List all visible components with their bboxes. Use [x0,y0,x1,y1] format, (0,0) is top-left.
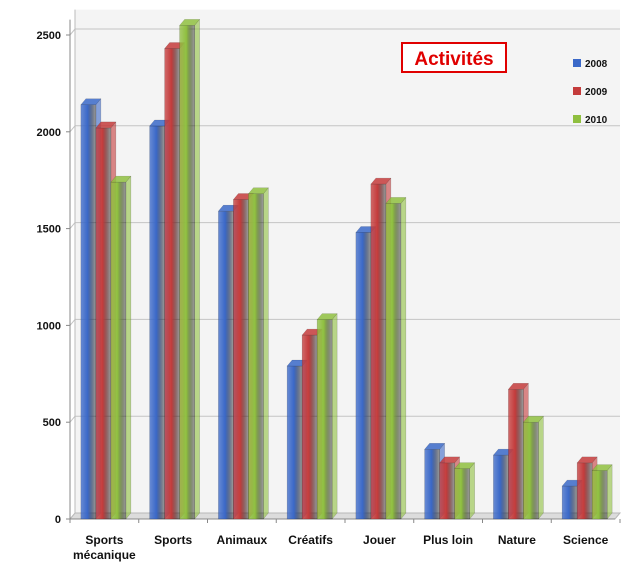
x-tick-label: Nature [498,533,536,547]
legend-swatch [573,115,581,123]
legend-swatch [573,59,581,67]
x-tick-label: Animaux [217,533,268,547]
legend-swatch [573,87,581,95]
y-tick-label: 2000 [37,127,61,139]
y-tick-label: 2500 [37,30,61,42]
x-tick-label: Plus loin [423,533,473,547]
x-axis: Sports mécanique Sports Animaux Créatifs Joue… [69,518,621,562]
y-tick-label: 1000 [37,320,61,332]
x-tick-label: Jouer [363,533,396,547]
bar [522,415,544,520]
y-tick-label: 0 [55,514,61,526]
x-tick-label: Créatifs [288,533,333,547]
y-tick-label: 500 [43,417,61,429]
bar [591,463,613,520]
bar [247,187,269,520]
bar [454,461,476,520]
legend-label: 2008 [585,59,608,70]
legend-label: 2009 [585,87,608,98]
y-axis: 0 500 1000 1500 2000 2500 [37,9,76,526]
legend-label: 2010 [585,115,608,126]
x-tick-label: Science [563,533,609,547]
chart-title-box: Activités [401,42,507,73]
bars [80,18,613,520]
bar [385,196,407,520]
legend: 2008 2009 2010 [573,59,608,126]
bar [316,312,338,520]
bar [179,18,201,520]
x-tick-label: Sports mécanique [73,533,136,562]
y-tick-label: 1500 [37,224,61,236]
bar [110,175,132,520]
x-tick-label: Sports [154,533,192,547]
chart-title: Activités [414,49,493,70]
